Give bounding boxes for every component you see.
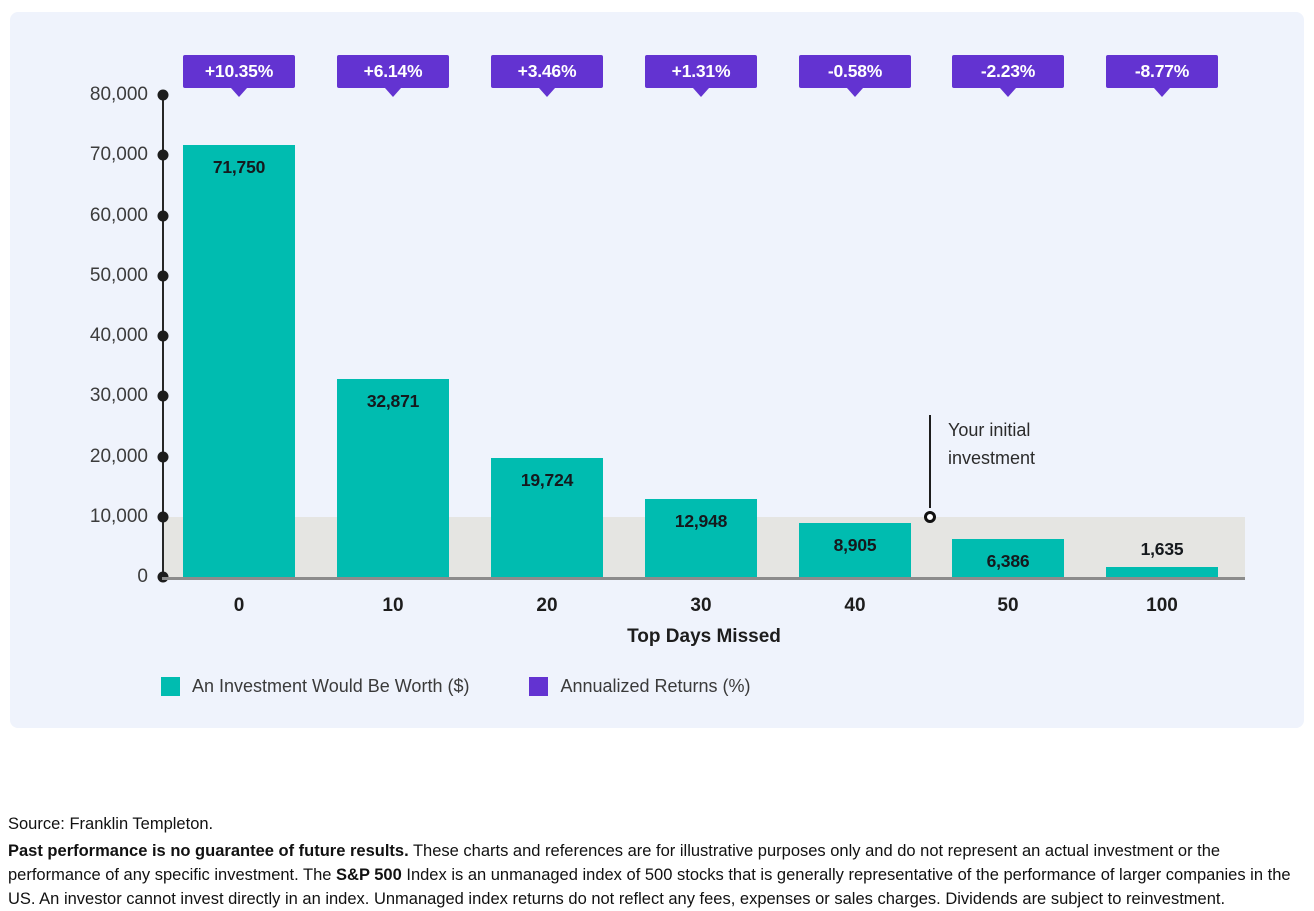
legend-swatch-icon bbox=[529, 677, 549, 696]
annualized-return-badge: +10.35% bbox=[183, 55, 295, 97]
badge-value: -8.77% bbox=[1134, 61, 1190, 81]
bar-days-20 bbox=[491, 458, 603, 577]
y-tick-dot bbox=[157, 210, 169, 221]
annualized-return-badge: -8.77% bbox=[1106, 55, 1218, 97]
bar-days-30 bbox=[645, 498, 757, 577]
y-tick-dot bbox=[157, 451, 169, 462]
badge-pointer-icon bbox=[1154, 88, 1170, 97]
x-tick-label: 10 bbox=[382, 595, 404, 616]
bar-value-label: 19,724 bbox=[520, 470, 574, 491]
disclaimer-text: Past performance is no guarantee of futu… bbox=[8, 842, 1291, 908]
annualized-return-badge: +6.14% bbox=[337, 55, 449, 97]
y-tick-dot bbox=[157, 330, 169, 342]
bar-days-100 bbox=[1106, 567, 1218, 577]
y-tick-label: 50,000 bbox=[89, 264, 148, 286]
x-tick-label: 100 bbox=[1146, 595, 1178, 616]
footer-disclaimer: Source: Franklin Templeton. Past perform… bbox=[8, 812, 1308, 911]
chart-panel: 80,000 70,000 60,000 50,000 40,000 30,000 20,0… bbox=[10, 12, 1304, 728]
badge-value: +3.46% bbox=[517, 61, 577, 81]
badge-pointer-icon bbox=[539, 88, 555, 97]
bar-value-label: 8,905 bbox=[833, 535, 877, 556]
annualized-return-badge: -0.58% bbox=[799, 55, 911, 97]
legend-item-0: An Investment Would Be Worth ($) bbox=[161, 676, 469, 697]
y-tick-dot bbox=[157, 511, 169, 523]
bar-value-label: 1,635 bbox=[1140, 539, 1184, 560]
y-tick-label: 70,000 bbox=[89, 144, 148, 166]
legend-item-1: Annualized Returns (%) bbox=[529, 676, 751, 697]
bar-value-label: 12,948 bbox=[674, 510, 728, 531]
y-tick-dot bbox=[157, 89, 169, 101]
bar-days-50 bbox=[952, 538, 1064, 577]
badge-value: +10.35% bbox=[204, 61, 274, 81]
annualized-return-badge: +3.46% bbox=[491, 55, 603, 97]
y-tick-label: 30,000 bbox=[89, 385, 148, 407]
annotation-marker bbox=[924, 510, 936, 523]
y-tick-label: 60,000 bbox=[89, 204, 148, 226]
y-tick-label: 80,000 bbox=[89, 84, 148, 105]
annotation-line bbox=[929, 415, 931, 508]
x-axis-baseline bbox=[162, 577, 1245, 580]
x-tick-label: 40 bbox=[844, 595, 866, 616]
badge-value: +6.14% bbox=[363, 61, 423, 81]
y-tick-dot bbox=[157, 390, 169, 402]
x-tick-label: 0 bbox=[233, 595, 245, 616]
chart-legend: An Investment Would Be Worth ($) Annualiz… bbox=[161, 676, 751, 697]
disclaimer-bold-sp500: S&P 500 bbox=[336, 866, 402, 884]
badge-pointer-icon bbox=[693, 88, 709, 97]
y-tick-label: 40,000 bbox=[89, 325, 148, 346]
disclaimer-bold-past-performance: Past performance is no guarantee of futu… bbox=[8, 842, 409, 860]
y-tick-label: 0 bbox=[137, 566, 148, 587]
bar-value-label: 71,750 bbox=[212, 156, 266, 177]
bar-days-0 bbox=[183, 144, 295, 577]
bar-value-label: 32,871 bbox=[366, 390, 420, 411]
badge-pointer-icon bbox=[847, 88, 863, 97]
bar-days-10 bbox=[337, 378, 449, 577]
annualized-return-badge: +1.31% bbox=[645, 55, 757, 97]
legend-label: An Investment Would Be Worth ($) bbox=[192, 676, 470, 696]
source-text: Source: Franklin Templeton. bbox=[8, 815, 214, 833]
bar-value-label: 6,386 bbox=[986, 550, 1030, 571]
badge-pointer-icon bbox=[1000, 88, 1016, 97]
legend-label: Annualized Returns (%) bbox=[560, 676, 751, 696]
badge-value: +1.31% bbox=[671, 61, 731, 81]
badge-pointer-icon bbox=[385, 88, 401, 97]
x-tick-label: 30 bbox=[690, 595, 712, 616]
annotation-label: Your initial investment bbox=[948, 420, 1036, 468]
x-axis-title: Top Days Missed bbox=[627, 626, 781, 647]
x-tick-label: 20 bbox=[536, 595, 558, 616]
badge-pointer-icon bbox=[231, 88, 247, 97]
x-tick-label: 50 bbox=[997, 595, 1019, 616]
y-tick-label: 10,000 bbox=[89, 505, 148, 527]
annualized-return-badge: -2.23% bbox=[952, 55, 1064, 97]
badge-value: -0.58% bbox=[827, 61, 883, 81]
y-tick-dot bbox=[157, 270, 169, 282]
y-tick-dot bbox=[157, 149, 169, 161]
legend-swatch-icon bbox=[161, 677, 180, 696]
y-tick-label: 20,000 bbox=[89, 445, 148, 467]
badge-value: -2.23% bbox=[980, 61, 1036, 81]
bar-days-40 bbox=[799, 523, 911, 577]
